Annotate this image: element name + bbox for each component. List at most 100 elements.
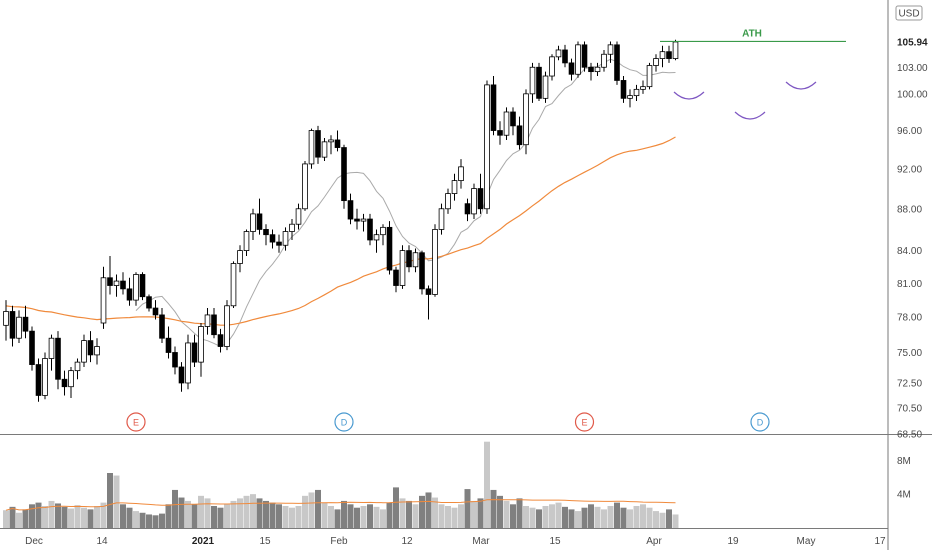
volume-bar bbox=[263, 500, 269, 528]
candle-body bbox=[230, 263, 237, 307]
volume-bar bbox=[510, 504, 516, 528]
candle-body bbox=[412, 252, 419, 268]
candle-body bbox=[61, 378, 68, 388]
currency-badge[interactable] bbox=[895, 5, 923, 21]
event-marker[interactable] bbox=[334, 412, 354, 432]
volume-bar bbox=[412, 504, 419, 528]
time-tick-label: 14 bbox=[96, 536, 108, 547]
candle-body bbox=[55, 337, 61, 380]
volume-bar bbox=[380, 509, 386, 528]
pivot-arc[interactable] bbox=[734, 111, 766, 120]
volume-bar bbox=[614, 502, 620, 528]
volume-bar bbox=[3, 510, 9, 528]
price-tick-label: 100.00 bbox=[897, 89, 928, 100]
volume-bar bbox=[367, 504, 373, 528]
volume-bar bbox=[87, 509, 94, 528]
volume-bar bbox=[464, 489, 471, 528]
price-axis: 68.50 70.50 72.50 75.00 78.00 81.00 84.00 88.00… bbox=[889, 5, 932, 501]
candle-body bbox=[555, 49, 562, 58]
candle-body bbox=[536, 66, 542, 99]
price-tick-label: 68.50 bbox=[897, 430, 922, 441]
candle-body bbox=[211, 314, 217, 336]
candle-body bbox=[568, 62, 575, 75]
candle-body bbox=[484, 84, 490, 210]
candle-body bbox=[471, 188, 477, 215]
volume-bar bbox=[484, 441, 490, 528]
candle-body bbox=[16, 316, 22, 339]
volume-bar bbox=[315, 489, 321, 528]
event-marker[interactable] bbox=[574, 412, 595, 432]
candle-body bbox=[269, 234, 276, 243]
candle-body bbox=[523, 93, 529, 146]
candle-body bbox=[217, 334, 224, 347]
price-tick-label: 92.00 bbox=[897, 164, 922, 175]
time-axis: Dec 14 2021 15 Feb 12 Mar 15 Apr 19 May 17 bbox=[25, 536, 886, 547]
volume-bar bbox=[438, 504, 445, 528]
candle-body bbox=[646, 65, 653, 88]
volume-bar bbox=[68, 508, 74, 528]
volume-bar bbox=[445, 506, 451, 528]
volume-bar bbox=[126, 507, 133, 528]
volume-bar bbox=[633, 506, 640, 528]
volume-bar bbox=[594, 506, 601, 528]
candle-body bbox=[633, 88, 640, 97]
volume-bar bbox=[321, 502, 328, 528]
volume-bar bbox=[139, 512, 146, 528]
event-marker-label: E bbox=[581, 418, 587, 428]
pivot-arc[interactable] bbox=[673, 91, 705, 100]
volume-bar bbox=[562, 506, 568, 528]
candle-body bbox=[198, 326, 204, 363]
ath-label: ATH bbox=[742, 28, 762, 39]
volume-bar bbox=[425, 492, 432, 528]
event-marker-label: E bbox=[133, 418, 139, 428]
volume-bar bbox=[133, 511, 139, 528]
candle-body bbox=[100, 277, 107, 324]
volume-bar bbox=[588, 504, 594, 528]
volume-bar bbox=[120, 504, 126, 528]
candle-body bbox=[464, 203, 471, 215]
candle-body bbox=[139, 274, 146, 298]
volume-bar bbox=[328, 506, 334, 528]
event-marker[interactable] bbox=[126, 412, 146, 432]
candle-body bbox=[334, 139, 341, 148]
volume-bar bbox=[308, 492, 315, 528]
time-tick-label: Apr bbox=[646, 536, 662, 547]
candle-body bbox=[152, 307, 159, 316]
candle-body bbox=[666, 51, 672, 59]
candle-body bbox=[243, 231, 250, 251]
moving-average-lines bbox=[5, 58, 676, 348]
volume-bar bbox=[9, 506, 16, 528]
candle-body bbox=[503, 111, 510, 136]
volume-bar bbox=[536, 509, 542, 528]
candle-body bbox=[94, 346, 100, 356]
volume-bar bbox=[22, 509, 29, 528]
time-tick-label: Feb bbox=[330, 536, 348, 547]
candle-body bbox=[191, 342, 198, 363]
price-tick-label: 75.00 bbox=[897, 348, 922, 359]
candle-body bbox=[529, 66, 536, 95]
candle-body bbox=[68, 370, 74, 388]
time-tick-label: 15 bbox=[259, 536, 271, 547]
volume-bar bbox=[458, 504, 464, 528]
candle-body bbox=[165, 337, 172, 353]
pivot-arc[interactable] bbox=[785, 81, 817, 90]
candle-body bbox=[549, 56, 555, 77]
last-price-label: 105.94 bbox=[897, 37, 928, 48]
candle-body bbox=[276, 241, 282, 246]
volume-bar bbox=[55, 503, 61, 528]
time-tick-label: 2021 bbox=[192, 536, 215, 547]
volume-bar bbox=[107, 473, 113, 528]
volume-bar bbox=[419, 495, 425, 528]
volume-bar bbox=[185, 500, 191, 528]
candle-body bbox=[406, 250, 412, 268]
volume-bar bbox=[211, 506, 217, 528]
price-tick-label: 81.00 bbox=[897, 279, 922, 290]
event-marker[interactable] bbox=[750, 412, 770, 432]
volume-bar bbox=[48, 500, 55, 528]
volume-bar bbox=[159, 513, 165, 528]
candle-body bbox=[308, 130, 315, 165]
volume-bar bbox=[74, 505, 81, 528]
candle-body bbox=[562, 49, 568, 64]
